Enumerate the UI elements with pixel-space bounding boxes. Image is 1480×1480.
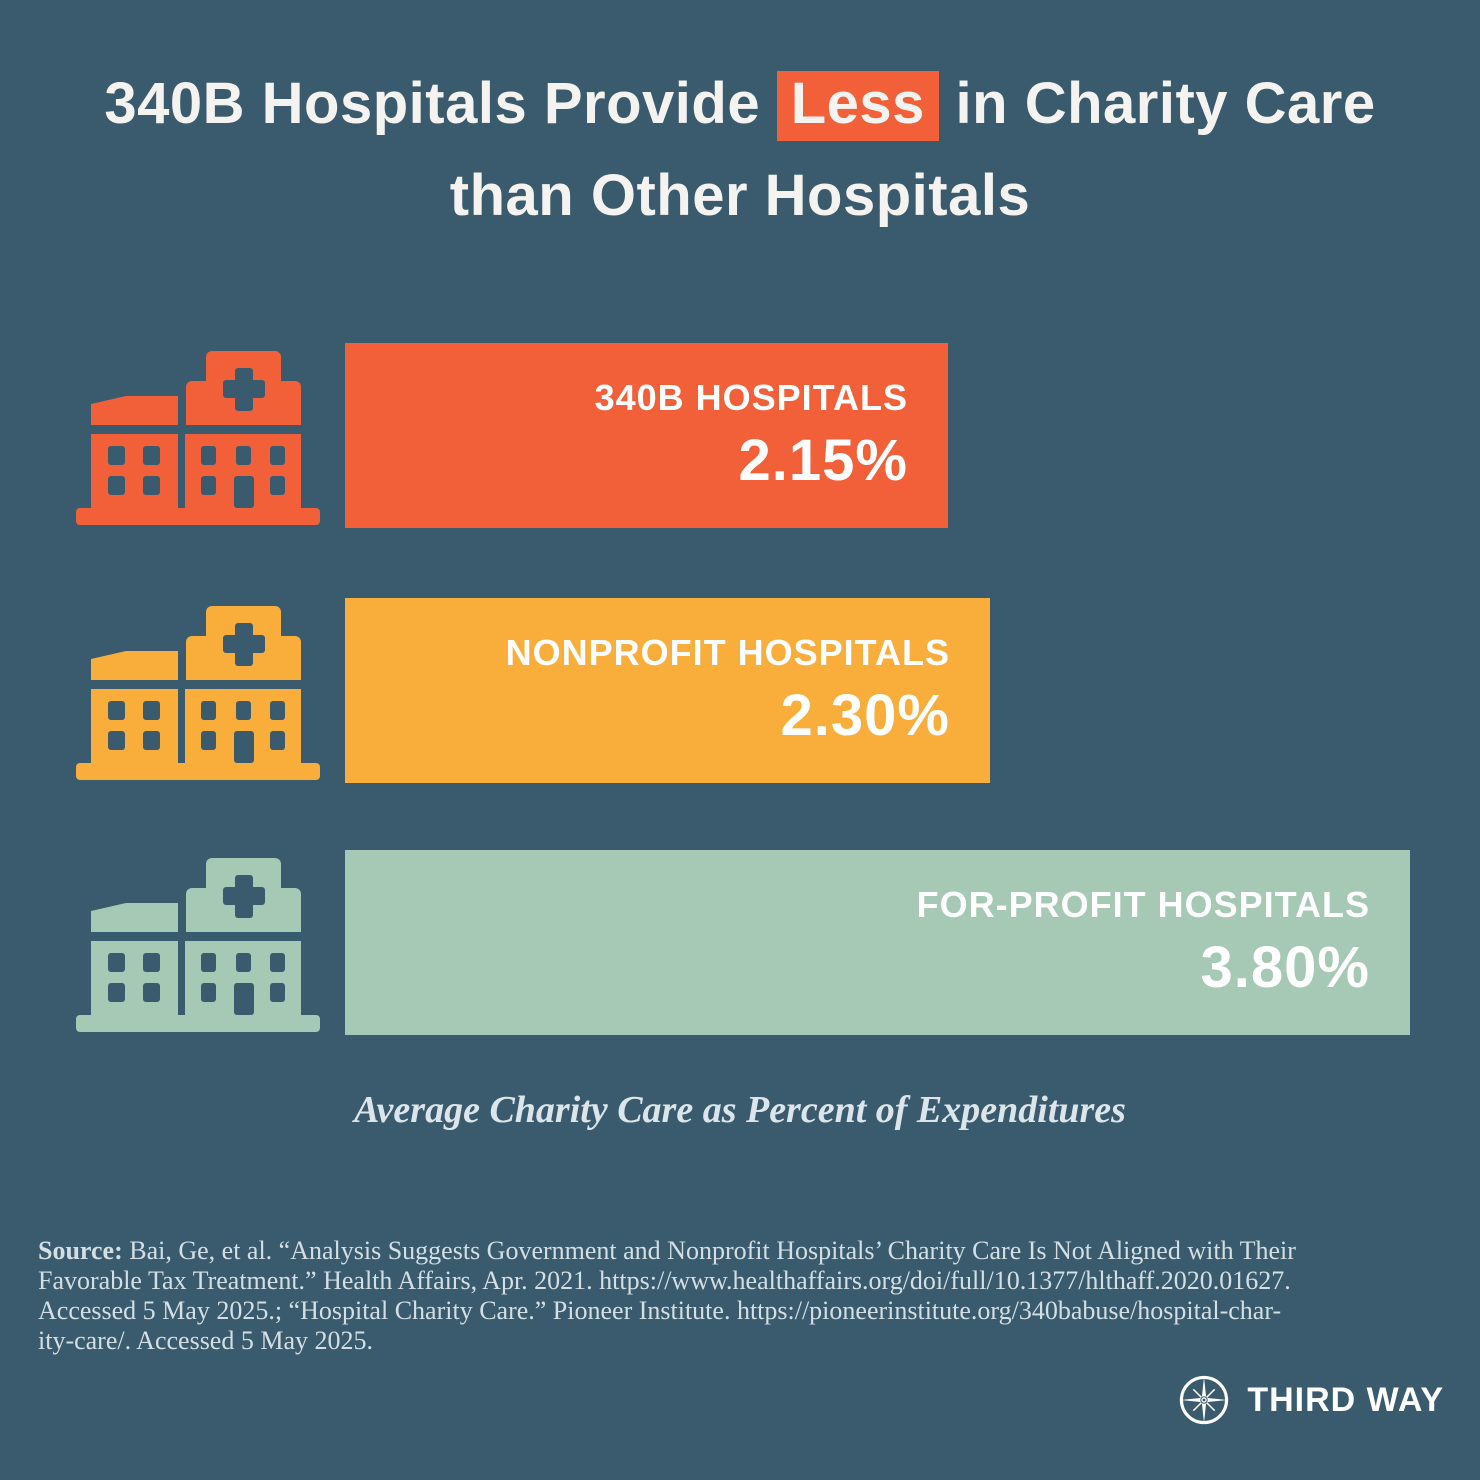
title-text-before: 340B Hospitals Provide bbox=[104, 71, 761, 136]
title-line2: than Other Hospitals bbox=[449, 163, 1031, 228]
source-line: Favorable Tax Treatment.” Health Affairs… bbox=[38, 1266, 1291, 1295]
bar-value: 2.15% bbox=[738, 428, 908, 493]
chart-row: FOR-PROFIT HOSPITALS 3.80% bbox=[0, 850, 1480, 1035]
source-note: Source: Bai, Ge, et al. “Analysis Sugges… bbox=[38, 1236, 1458, 1356]
bar: FOR-PROFIT HOSPITALS 3.80% bbox=[345, 850, 1410, 1035]
chart-row: 340B HOSPITALS 2.15% bbox=[0, 343, 1480, 528]
chart-caption: Average Charity Care as Percent of Expen… bbox=[354, 1089, 1126, 1131]
bar-label: 340B HOSPITALS bbox=[594, 377, 908, 418]
bar: 340B HOSPITALS 2.15% bbox=[345, 343, 948, 528]
source-line: Source: Bai, Ge, et al. “Analysis Sugges… bbox=[38, 1236, 1458, 1266]
hospital-icon bbox=[76, 606, 320, 780]
third-way-logo: THIRD WAY bbox=[1178, 1374, 1444, 1426]
bar: NONPROFIT HOSPITALS 2.30% bbox=[345, 598, 990, 783]
compass-icon bbox=[1180, 1375, 1229, 1425]
hospital-icon bbox=[76, 351, 320, 525]
bar-value: 2.30% bbox=[780, 683, 950, 748]
title-text-after: in Charity Care bbox=[955, 71, 1376, 136]
chart-row: NONPROFIT HOSPITALS 2.30% bbox=[0, 598, 1480, 783]
source-line: Accessed 5 May 2025.; “Hospital Charity … bbox=[38, 1296, 1282, 1325]
source-text: Bai, Ge, et al. “Analysis Suggests Gover… bbox=[129, 1236, 1296, 1265]
hospital-icon bbox=[76, 858, 320, 1032]
bar-label: NONPROFIT HOSPITALS bbox=[505, 632, 950, 673]
bar-value: 3.80% bbox=[1200, 935, 1370, 1000]
page-title: 340B Hospitals Provide Less in Charity C… bbox=[0, 58, 1480, 242]
title-highlight: Less bbox=[776, 71, 939, 141]
logo-text: THIRD WAY bbox=[1247, 1380, 1444, 1419]
title-line1: 340B Hospitals Provide Less in Charity C… bbox=[104, 71, 1376, 141]
source-label: Source: bbox=[38, 1236, 123, 1265]
source-line: ity-care/. Accessed 5 May 2025. bbox=[38, 1326, 374, 1355]
bar-label: FOR-PROFIT HOSPITALS bbox=[916, 884, 1370, 925]
